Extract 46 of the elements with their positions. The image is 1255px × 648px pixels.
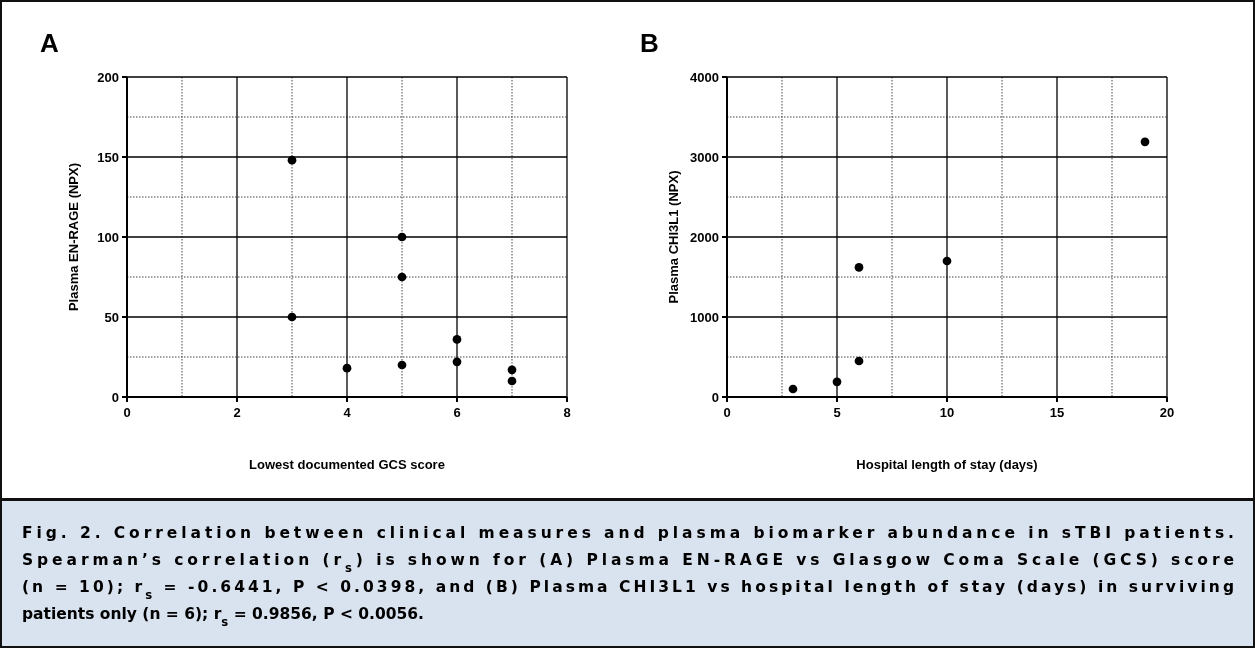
point xyxy=(342,363,352,373)
text: Spearman’s correlation (r$_{s}$) is shown for (A) Plasma EN-RAGE vs Glasgow Coma Scale (GCS) score xyxy=(22,551,1234,575)
x-tick-label: 5 xyxy=(833,405,841,420)
x-tick-label: 2 xyxy=(233,405,241,420)
chart-title: B xyxy=(640,28,659,58)
y-tick-label: 4000 xyxy=(690,70,719,85)
y-tick-label: 0 xyxy=(711,390,719,405)
y-axis-title: Plasma EN-RAGE (NPX) xyxy=(66,162,81,312)
point xyxy=(397,360,407,370)
y-tick-label: 2000 xyxy=(690,230,719,245)
point xyxy=(788,384,798,394)
chart-title: A xyxy=(40,28,59,58)
point xyxy=(507,376,517,386)
x-tick-label: 4 xyxy=(343,405,352,420)
x-tick-label: 0 xyxy=(123,405,131,420)
y-axis-title: Plasma CHI3L1 (NPX) xyxy=(666,170,681,304)
x-axis-title: Lowest documented GCS score xyxy=(249,457,445,472)
y-tick-label: 50 xyxy=(104,310,119,325)
point xyxy=(452,357,462,367)
point xyxy=(854,356,864,366)
y-tick-label: 200 xyxy=(97,70,119,85)
y-tick-label: 150 xyxy=(97,150,119,165)
x-tick-label: 8 xyxy=(563,405,571,420)
x-axis-title: Hospital length of stay (days) xyxy=(856,457,1038,472)
point xyxy=(507,365,517,375)
y-tick-label: 100 xyxy=(97,230,119,245)
point xyxy=(287,155,297,165)
point xyxy=(854,263,864,272)
y-tick-label: 3000 xyxy=(690,150,719,165)
text: patients only (n = 6); r$_{s}$ = 0.9856, P < 0.0056. xyxy=(22,605,424,629)
x-tick-label: 0 xyxy=(723,405,731,420)
y-tick-label: 1000 xyxy=(690,310,719,325)
point xyxy=(397,232,407,242)
y-tick-label: 0 xyxy=(111,390,119,405)
x-tick-label: 6 xyxy=(453,405,461,420)
point xyxy=(832,377,842,387)
caption: Fig. 2. Correlation between clinical measures and plasma biomarker abundance in sTBI patients. xyxy=(22,524,1234,542)
point xyxy=(942,256,952,266)
x-tick-label: 10 xyxy=(939,405,955,420)
point xyxy=(397,272,407,282)
x-tick-label: 15 xyxy=(1049,405,1065,420)
text: (n = 10); r$_{s}$ = -0.6441, P < 0.0398, and (B) Plasma CHI3L1 vs hospital length of stay (days) in surviving xyxy=(22,578,1234,602)
point xyxy=(452,335,462,344)
point xyxy=(287,312,297,322)
point xyxy=(1140,137,1150,147)
x-tick-label: 20 xyxy=(1159,405,1175,420)
